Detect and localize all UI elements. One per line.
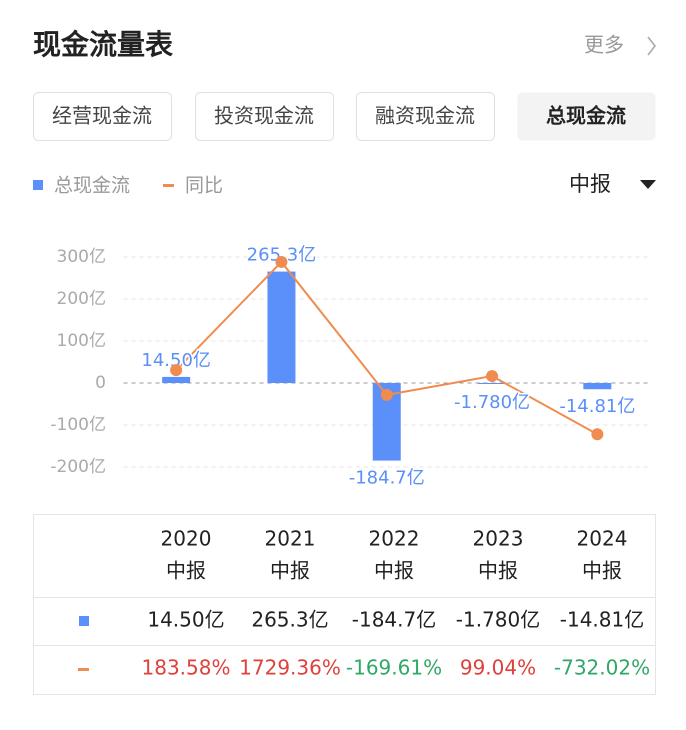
yoy-point	[380, 388, 393, 401]
more-chevron[interactable]	[647, 36, 657, 56]
yoy-point	[170, 364, 183, 377]
legend-swatch	[163, 184, 174, 187]
more-link[interactable]: 更多	[584, 33, 624, 57]
column-year: 2021	[265, 527, 316, 551]
cell-yoy: 99.04%	[460, 656, 536, 680]
data-table: 2020 中报 14.50亿 183.58% 2021 中报 265.3亿 1729.36% 2…	[78, 527, 650, 680]
widget-title: 现金流量表	[33, 28, 173, 61]
column-year: 2024	[577, 527, 628, 551]
y-tick-label: 100亿	[57, 331, 106, 351]
yoy-point	[591, 428, 604, 441]
legend-label: 总现金流	[54, 175, 130, 197]
y-tick-label: 0	[95, 373, 106, 393]
tab-button[interactable]	[517, 92, 656, 141]
bar-value-label: -14.81亿	[559, 396, 635, 417]
period-selector[interactable]: 中报	[569, 172, 611, 196]
tab-label[interactable]: 投资现金流	[214, 104, 314, 128]
y-tick-label: 300亿	[57, 247, 106, 267]
column-period: 中报	[270, 559, 310, 583]
bar	[583, 383, 612, 390]
bar	[478, 383, 507, 384]
table-border	[33, 514, 656, 695]
bar-value-label: -184.7亿	[349, 468, 425, 489]
yoy-point	[275, 255, 288, 268]
cell-cashflow: 14.50亿	[147, 608, 224, 632]
cell-cashflow: -14.81亿	[560, 608, 644, 632]
column-period: 中报	[166, 559, 206, 583]
legend-swatch	[33, 180, 43, 190]
period-dropdown-arrow[interactable]	[640, 180, 656, 189]
column-year: 2020	[161, 527, 212, 551]
tab-bar: 经营现金流 投资现金流 融资现金流 总现金流	[33, 92, 656, 141]
legend-label: 同比	[185, 175, 223, 197]
cell-yoy: -169.61%	[346, 656, 442, 680]
tab-label[interactable]: 经营现金流	[52, 104, 152, 128]
cell-yoy: -732.02%	[554, 656, 650, 680]
tab-label[interactable]: 总现金流	[546, 104, 626, 128]
yoy-point	[486, 370, 499, 383]
cell-cashflow: -1.780亿	[456, 608, 540, 632]
tab-button[interactable]	[33, 92, 172, 141]
cell-cashflow: -184.7亿	[352, 608, 436, 632]
column-period: 中报	[374, 559, 414, 583]
tab-button[interactable]	[195, 92, 334, 141]
cell-yoy: 1729.36%	[239, 656, 341, 680]
row-swatch	[78, 668, 89, 671]
y-tick-label: -200亿	[50, 457, 106, 477]
row-swatch	[79, 616, 89, 626]
y-tick-label: 200亿	[57, 289, 106, 309]
bar	[267, 271, 296, 383]
column-year: 2023	[473, 527, 524, 551]
y-tick-label: -100亿	[50, 415, 106, 435]
column-year: 2022	[369, 527, 420, 551]
bar-value-label: -1.780亿	[454, 392, 530, 413]
legend: 总现金流 同比	[33, 175, 223, 197]
cell-cashflow: 265.3亿	[251, 608, 328, 632]
chart: 300亿200亿100亿0-100亿-200亿14.50亿265.3亿-184.…	[50, 243, 650, 490]
bar	[162, 376, 191, 383]
tab-label[interactable]: 融资现金流	[375, 104, 475, 128]
column-period: 中报	[478, 559, 518, 583]
column-period: 中报	[582, 559, 622, 583]
cell-yoy: 183.58%	[142, 656, 231, 680]
tab-button[interactable]	[356, 92, 495, 141]
